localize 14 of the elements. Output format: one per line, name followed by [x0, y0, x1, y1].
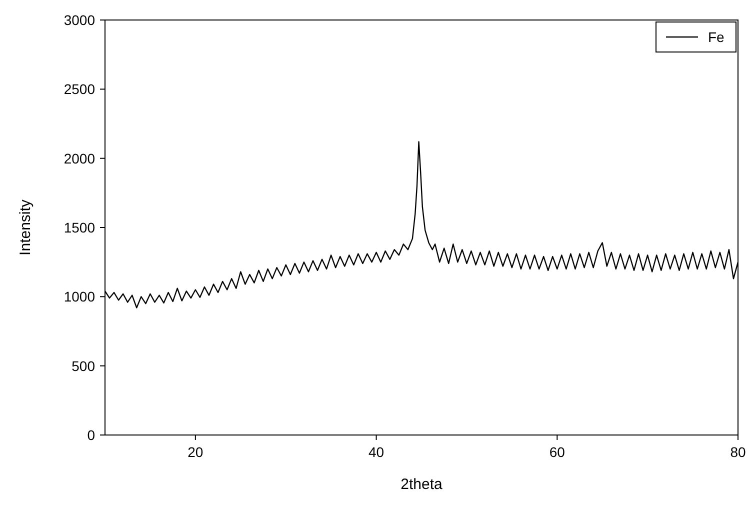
y-tick-label: 2000 [64, 150, 96, 166]
legend-label: Fe [708, 29, 725, 45]
y-tick-label: 3000 [64, 12, 96, 28]
x-tick-label: 60 [549, 444, 566, 460]
x-axis-title: 2theta [400, 476, 443, 493]
y-tick-label: 1000 [64, 288, 96, 305]
y-tick-label: 500 [72, 358, 96, 374]
y-tick-label: 1500 [64, 220, 96, 236]
y-tick-label: 0 [87, 427, 96, 443]
y-axis-title: Intensity [17, 199, 34, 256]
x-tick-label: 20 [188, 444, 204, 460]
y-tick-label: 2500 [64, 81, 96, 98]
x-tick-label: 40 [368, 444, 384, 460]
x-tick-label: 80 [730, 444, 746, 460]
